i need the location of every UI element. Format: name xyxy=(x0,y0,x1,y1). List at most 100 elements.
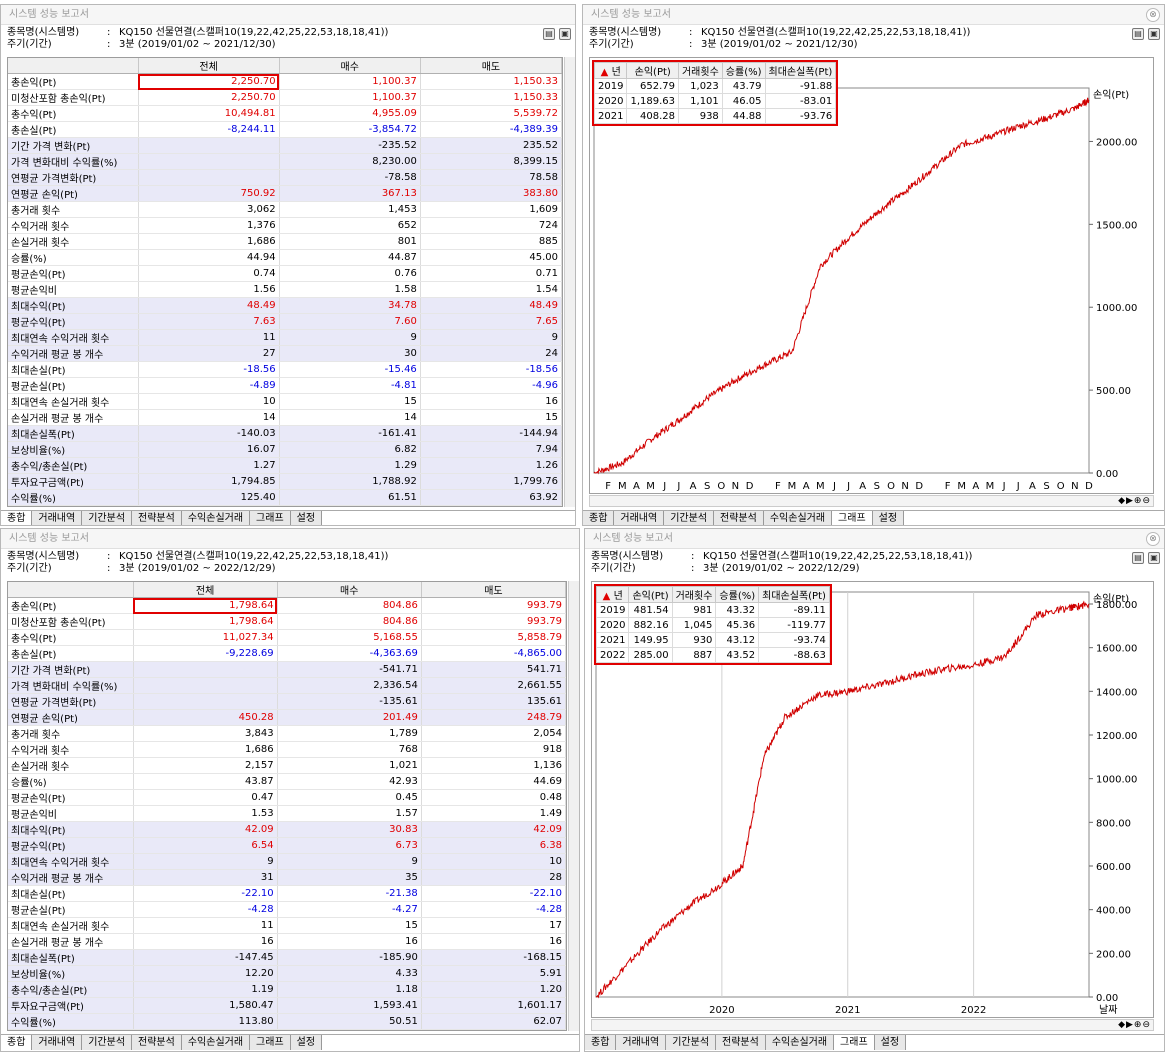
tab-strategy[interactable]: 전략분석 xyxy=(716,1035,766,1050)
row-label: 손실거래 횟수 xyxy=(8,757,134,774)
year-cell: 930 xyxy=(671,632,717,648)
period-value: 3분 (2019/01/02 ~ 2021/12/30) xyxy=(119,39,276,50)
table-row: 평균손익비 1.53 1.57 1.49 xyxy=(8,805,566,822)
cell-buy: 1,021 xyxy=(277,757,422,774)
cell-all: -147.45 xyxy=(133,949,278,966)
row-label: 최대수익(Pt) xyxy=(8,821,134,838)
cell-buy: 367.13 xyxy=(279,185,421,202)
cell-sell: -4.96 xyxy=(420,377,562,394)
row-label: 총손실(Pt) xyxy=(8,645,134,662)
tab-period[interactable]: 기간분석 xyxy=(664,511,715,525)
save-icon[interactable]: ▣ xyxy=(559,28,571,40)
tab-settings[interactable]: 설정 xyxy=(874,1035,907,1050)
period-label: 주기(기간) xyxy=(589,39,634,50)
print-icon[interactable]: ▤ xyxy=(1132,28,1144,40)
close-icon[interactable]: ⊗ xyxy=(1146,532,1160,546)
cell-buy: 9 xyxy=(279,329,421,346)
x-tick-label: S xyxy=(874,481,880,492)
cell-buy: 1.29 xyxy=(279,457,421,474)
cell-buy: 804.86 xyxy=(277,597,422,614)
tab-trades[interactable]: 거래내역 xyxy=(614,511,665,525)
cell-sell: 1,136 xyxy=(421,757,566,774)
year-cell: 938 xyxy=(677,108,723,124)
tab-settings[interactable]: 설정 xyxy=(290,1035,323,1050)
info-header: 종목명(시스템명): KQ150 선물연결(스캘퍼10(19,22,42,25,2… xyxy=(583,25,1164,53)
row-label: 수익률(%) xyxy=(8,489,139,506)
zoom-controls-icon[interactable]: ◆▶⊕⊖ xyxy=(1118,496,1151,506)
tab-trades[interactable]: 거래내역 xyxy=(616,1035,667,1050)
row-label: 최대수익(Pt) xyxy=(8,297,139,314)
close-icon[interactable]: ⊗ xyxy=(1146,8,1160,22)
year-cell: 2020 xyxy=(593,93,628,109)
table-row: 최대손실폭(Pt) -140.03 -161.41 -144.94 xyxy=(8,425,562,442)
tab-trades[interactable]: 거래내역 xyxy=(32,1035,83,1050)
vertical-scrollbar[interactable] xyxy=(568,581,579,1031)
x-axis-label: 날짜 xyxy=(1099,1004,1117,1016)
table-row: 평균수익(Pt) 6.54 6.73 6.38 xyxy=(8,837,566,854)
tab-pnl-trades[interactable]: 수익손실거래 xyxy=(763,511,833,525)
tab-pnl-trades[interactable]: 수익손실거래 xyxy=(181,511,251,525)
sort-arrow-icon[interactable]: ▲ xyxy=(600,67,609,78)
tab-settings[interactable]: 설정 xyxy=(290,511,323,525)
table-row: 투자요구금액(Pt) 1,794.85 1,788.92 1,799.76 xyxy=(8,473,562,490)
cell-sell: 2,661.55 xyxy=(421,677,566,694)
tab-strategy[interactable]: 전략분석 xyxy=(714,511,764,525)
period-value: 3분 (2019/01/02 ~ 2022/12/29) xyxy=(703,563,860,574)
cell-sell: 1,150.33 xyxy=(420,89,562,106)
equity-line xyxy=(595,600,1090,999)
tab-settings[interactable]: 설정 xyxy=(872,511,905,525)
cell-all: 2,157 xyxy=(133,757,278,774)
tab-summary[interactable]: 종합 xyxy=(1,511,33,525)
table-row: 손실거래 횟수 2,157 1,021 1,136 xyxy=(8,757,566,774)
tab-period[interactable]: 기간분석 xyxy=(82,1035,133,1050)
table-row: 연평균 가격변화(Pt) -135.61 135.61 xyxy=(8,693,566,710)
tab-bar: 종합 거래내역 기간분석 전략분석 수익손실거래 그래프 설정 xyxy=(585,1034,1164,1050)
sort-arrow-icon[interactable]: ▲ xyxy=(602,591,611,602)
cell-all: 1,686 xyxy=(133,741,278,758)
tab-trades[interactable]: 거래내역 xyxy=(32,511,83,525)
symbol-value: KQ150 선물연결(스캘퍼10(19,22,42,25,22,53,18,18… xyxy=(119,551,389,562)
period-value: 3분 (2019/01/02 ~ 2021/12/30) xyxy=(701,39,858,50)
print-icon[interactable]: ▤ xyxy=(543,28,555,40)
x-tick-label: 2020 xyxy=(709,1005,734,1016)
print-icon[interactable]: ▤ xyxy=(1132,552,1144,564)
zoom-controls-icon[interactable]: ◆▶⊕⊖ xyxy=(1118,1020,1151,1030)
cell-sell: 248.79 xyxy=(421,709,566,726)
cell-sell: 0.71 xyxy=(420,265,562,282)
tab-summary[interactable]: 종합 xyxy=(583,511,615,525)
row-label: 총손익(Pt) xyxy=(8,73,139,90)
tab-pnl-trades[interactable]: 수익손실거래 xyxy=(181,1035,251,1050)
tab-period[interactable]: 기간분석 xyxy=(82,511,133,525)
y-tick-label: 800.00 xyxy=(1096,818,1131,829)
vertical-scrollbar[interactable] xyxy=(564,57,575,507)
save-icon[interactable]: ▣ xyxy=(1148,552,1160,564)
cell-sell: 5,539.72 xyxy=(420,105,562,122)
cell-buy: 14 xyxy=(279,409,421,426)
cell-sell: -4.28 xyxy=(421,901,566,918)
year-row: 2020 1,189.63 1,101 46.05 -83.01 xyxy=(593,93,837,109)
horizontal-scrollbar[interactable]: ◆▶⊕⊖ xyxy=(591,1019,1154,1031)
horizontal-scrollbar[interactable]: ◆▶⊕⊖ xyxy=(589,495,1154,507)
cell-buy: -21.38 xyxy=(277,885,422,902)
tab-period[interactable]: 기간분석 xyxy=(666,1035,717,1050)
row-label: 투자요구금액(Pt) xyxy=(8,997,134,1014)
cell-buy: 768 xyxy=(277,741,422,758)
pnl-header: 손익(Pt) xyxy=(628,586,673,603)
tab-graph[interactable]: 그래프 xyxy=(250,1035,291,1050)
cell-all: 1,580.47 xyxy=(133,997,278,1014)
tab-strategy[interactable]: 전략분석 xyxy=(132,511,182,525)
tab-graph[interactable]: 그래프 xyxy=(834,1035,875,1050)
stats-grid: 전체 매수 매도 총손익(Pt) 1,798.64 804.86 993.79 미청산포… xyxy=(7,581,567,1031)
period-label: 주기(기간) xyxy=(7,563,52,574)
tab-strategy[interactable]: 전략분석 xyxy=(132,1035,182,1050)
save-icon[interactable]: ▣ xyxy=(1148,28,1160,40)
tab-pnl-trades[interactable]: 수익손실거래 xyxy=(765,1035,835,1050)
table-row: 최대연속 손실거래 횟수 10 15 16 xyxy=(8,393,562,410)
tab-graph[interactable]: 그래프 xyxy=(832,511,873,525)
row-label: 수익거래 평균 봉 개수 xyxy=(8,345,139,362)
tab-graph[interactable]: 그래프 xyxy=(250,511,291,525)
symbol-label: 종목명(시스템명) xyxy=(7,27,80,38)
tab-summary[interactable]: 종합 xyxy=(585,1035,617,1050)
tab-summary[interactable]: 종합 xyxy=(1,1035,33,1050)
row-label: 최대손실폭(Pt) xyxy=(8,425,139,442)
